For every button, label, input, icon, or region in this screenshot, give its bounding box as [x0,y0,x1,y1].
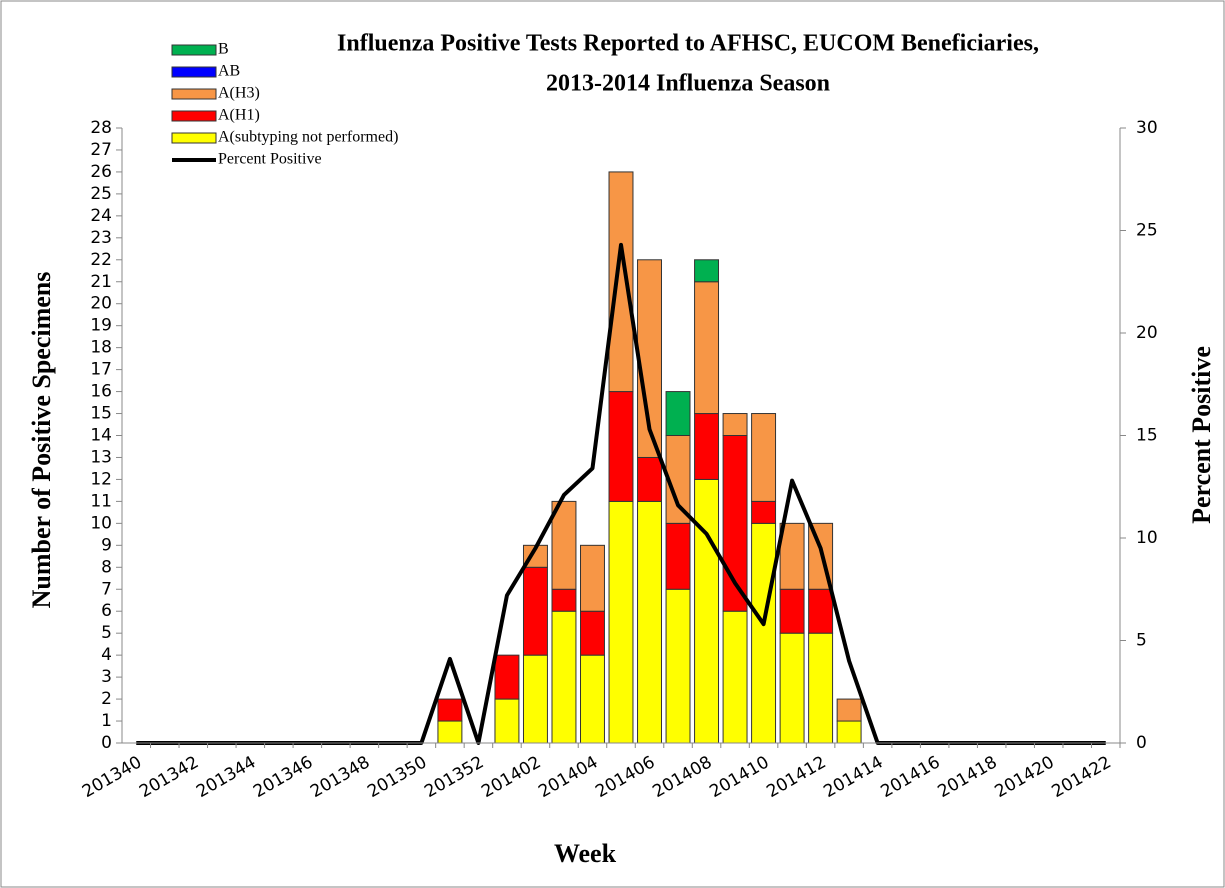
bar-segment [551,588,577,612]
y-tick-label: 15 [90,404,112,424]
bar-segment [694,281,720,415]
bar-segment [751,500,777,524]
bar-segment [580,544,605,612]
chart-title: 2013-2014 Influenza Season [546,71,830,97]
y-tick-label: 13 [90,447,112,467]
y-tick-label: 22 [90,250,112,270]
y-tick-label: 8 [101,557,112,577]
y-tick-label: 7 [101,579,112,599]
bar-segment [608,171,634,393]
bar-segment [751,522,777,744]
legend-label: AB [218,63,240,80]
x-axis-label: Week [554,839,617,868]
legend-swatch [171,110,217,122]
legend-swatch [171,88,217,100]
bar-segment [494,698,520,744]
y-tick-label: 28 [90,118,112,138]
bar-segment [637,500,662,744]
bar-segment [722,610,748,744]
y-tick-label: 20 [90,294,112,314]
bar-segment [722,413,748,436]
legend-label: B [218,41,229,58]
bar-segment [580,654,605,744]
legend-label: A(subtyping not performed) [218,129,398,146]
y2-tick-label: 25 [1136,221,1158,241]
y-tick-label: 3 [101,667,112,687]
bar-segment [694,413,720,480]
legend-label: Percent Positive [218,151,322,168]
bar-segment [522,654,548,744]
bar-segment [665,391,691,437]
y-tick-label: 12 [90,469,112,489]
y-tick-label: 14 [90,426,112,446]
bar-segment [580,610,605,656]
bar-segment [779,632,805,744]
bar-segment [836,698,862,722]
legend-swatch [171,132,217,144]
y-tick-label: 21 [90,272,112,292]
bar-segment [437,698,463,722]
bar-segment [808,588,834,634]
bar-segment [694,478,720,744]
y-tick-label: 1 [101,711,112,731]
chart-title: Influenza Positive Tests Reported to AFH… [337,31,1039,57]
y2-tick-label: 30 [1136,118,1158,138]
bar-segment [551,610,577,744]
y2-tick-label: 20 [1136,323,1158,343]
bar-segment [522,566,548,656]
bar-segment [836,720,862,744]
y-tick-label: 24 [90,206,112,226]
legend-label: A(H1) [218,107,260,124]
y-tick-label: 26 [90,162,112,182]
bar-segment [808,632,834,744]
bar-segment [779,522,805,590]
bar-segment [665,588,691,744]
legend-swatch [171,66,217,78]
y-tick-label: 4 [101,645,112,665]
bar-segment [751,413,777,502]
legend-swatch [171,44,217,56]
y-tick-label: 17 [90,360,112,380]
legend-label: A(H3) [218,85,260,102]
y-tick-label: 6 [101,601,112,621]
bar-segment [694,259,720,283]
y-tick-label: 25 [90,184,112,204]
y-tick-label: 16 [90,382,112,402]
y2-tick-label: 10 [1136,528,1158,548]
y-tick-label: 18 [90,338,112,358]
y-tick-label: 5 [101,623,112,643]
bar-segment [551,500,577,590]
y-tick-label: 10 [90,513,112,533]
y-tick-label: 2 [101,689,112,709]
y-tick-label: 23 [90,228,112,248]
y-tick-label: 19 [90,316,112,336]
bar-segment [665,522,691,590]
y-tick-label: 11 [90,491,112,511]
y2-tick-label: 15 [1136,426,1158,446]
bar-segment [608,500,634,744]
y-axis-label: Number of Positive Specimens [27,272,56,609]
y-tick-label: 27 [90,140,112,160]
bar-segment [437,720,463,744]
y2-tick-label: 5 [1136,631,1147,651]
bar-segment [494,654,520,700]
bar-segment [779,588,805,634]
y2-tick-label: 0 [1136,733,1147,753]
y-tick-label: 9 [101,535,112,555]
bar-segment [637,456,662,502]
bar-segment [608,391,634,502]
y-tick-label: 0 [101,733,112,753]
y2-axis-label: Percent Positive [1187,346,1216,524]
